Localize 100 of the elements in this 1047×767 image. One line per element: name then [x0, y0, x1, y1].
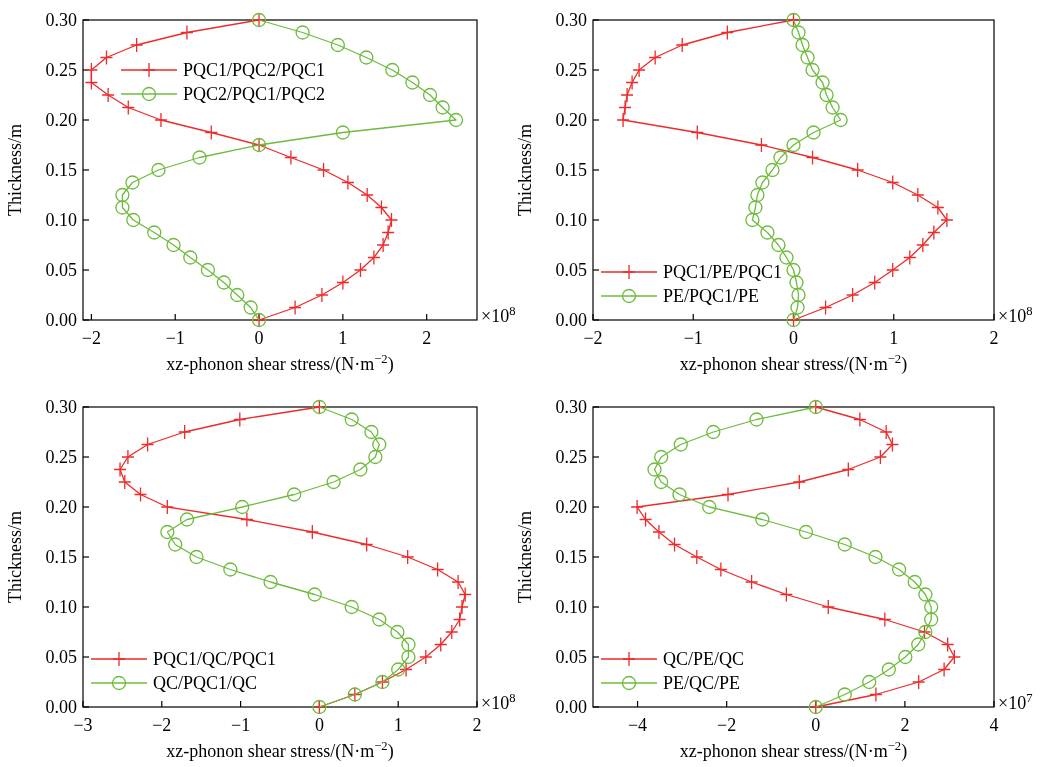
x-axis-title: xz-phonon shear stress/(N·m$^{−2}$) [166, 352, 394, 375]
point [706, 424, 721, 440]
point [869, 686, 883, 703]
point [885, 436, 900, 453]
y-tick-label: 0.20 [555, 110, 587, 131]
point [330, 37, 345, 53]
point [721, 486, 735, 503]
point [806, 125, 821, 140]
point [862, 674, 877, 690]
point [702, 499, 717, 515]
point [287, 487, 302, 502]
point [84, 62, 99, 78]
point [401, 549, 415, 565]
point [118, 474, 132, 490]
point [771, 237, 786, 253]
point [675, 37, 689, 53]
point [891, 562, 907, 577]
point [445, 624, 459, 640]
point [638, 511, 653, 528]
point [101, 87, 115, 103]
point [825, 100, 840, 115]
point [307, 587, 322, 602]
point [667, 536, 682, 553]
x-tick-label: −3 [73, 715, 93, 735]
x-tick-label: 0 [254, 328, 264, 348]
point [230, 287, 245, 303]
x-tick-label: −2 [81, 328, 101, 348]
point [384, 212, 399, 228]
point [881, 662, 896, 677]
y-tick-label: 0.10 [45, 210, 77, 231]
point [335, 125, 351, 140]
y-tick-label: 0.20 [555, 497, 587, 518]
y-tick-label: 0.30 [45, 397, 77, 418]
point [390, 624, 405, 640]
text: ×10$^{8}$ [481, 691, 516, 713]
point [903, 249, 917, 266]
y-tick-label: 0.05 [45, 647, 77, 668]
point [673, 437, 688, 452]
point [911, 187, 925, 203]
point [243, 300, 258, 315]
point [336, 274, 350, 291]
point [233, 411, 247, 428]
y-tick-label: 0.00 [45, 697, 77, 718]
point [652, 524, 666, 540]
point [121, 449, 135, 465]
point [625, 74, 639, 91]
x-tick-label: −2 [717, 715, 737, 735]
x-tick-label: −1 [683, 328, 703, 348]
y-tick-label: 0.30 [45, 10, 77, 31]
point [180, 24, 194, 41]
x-axis-title: xz-phonon shear stress/(N·m$^{−2}$) [679, 352, 908, 375]
x-tick-label: 1 [393, 715, 403, 735]
point [940, 212, 954, 228]
point [779, 250, 794, 265]
point [419, 649, 433, 665]
x-tick-label: 0 [314, 715, 324, 735]
point [837, 537, 852, 552]
point [616, 112, 630, 128]
point [779, 586, 794, 603]
point [791, 287, 806, 303]
y-tick-label: 0.25 [555, 447, 587, 468]
y-tick-label: 0.00 [555, 697, 587, 718]
point [898, 649, 913, 665]
x-tick-label: 2 [900, 715, 910, 735]
point [84, 74, 99, 91]
point [453, 611, 467, 628]
point [916, 237, 930, 253]
x-tick-label: 0 [789, 328, 798, 348]
point [632, 62, 646, 78]
y-tick-label: 0.00 [45, 310, 77, 331]
point [765, 162, 780, 178]
point [841, 461, 855, 478]
x-tick-label: 4 [989, 715, 999, 735]
x-tick-label: 2 [989, 328, 999, 348]
point [654, 474, 669, 490]
y-tick-label: 0.10 [45, 597, 77, 618]
point [924, 612, 939, 627]
legend-label: PQC1/PE/PQC1 [663, 262, 783, 283]
point [353, 262, 368, 278]
point [754, 137, 769, 153]
point [931, 199, 945, 216]
y-tick-label: 0.25 [45, 60, 77, 81]
y-tick-label: 0.05 [555, 260, 587, 281]
point [868, 274, 882, 291]
point [160, 524, 175, 540]
text: ×10$^{7}$ [998, 691, 1033, 713]
y-tick-label: 0.10 [555, 210, 587, 231]
point [755, 512, 770, 527]
point [381, 224, 395, 241]
point [178, 424, 192, 440]
point [745, 212, 760, 228]
point [455, 599, 469, 615]
x-axis-title: xz-phonon shear stress/(N·m$^{−2}$) [166, 739, 394, 762]
point [422, 87, 438, 103]
y-axis-title: Thickness/m [515, 511, 535, 603]
point [284, 149, 298, 166]
point [133, 486, 148, 503]
y-axis-title: Thickness/m [515, 124, 535, 216]
text: ×10$^{8}$ [998, 304, 1033, 326]
point [790, 300, 805, 315]
